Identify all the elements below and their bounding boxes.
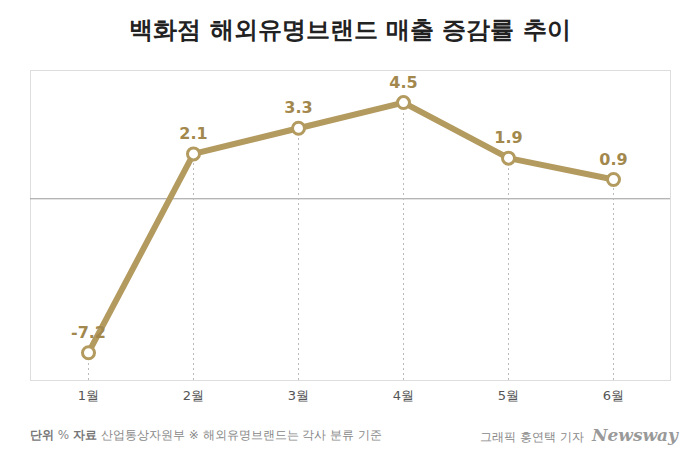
- html-text:백화점 해외유명브랜드 매출 증감률 추이: 백화점 해외유명브랜드 매출 증감률 추이: [129, 16, 571, 44]
- svg-text:3.3: 3.3: [284, 98, 312, 117]
- svg-text:0.9: 0.9: [599, 150, 627, 169]
- svg-text:6월: 6월: [603, 388, 624, 403]
- svg-text:4.5: 4.5: [389, 73, 417, 92]
- svg-text:1.9: 1.9: [494, 128, 522, 147]
- svg-text:-7.2: -7.2: [71, 323, 106, 342]
- html-text:단위 % 자료 산업통상자원부 ※ 해외유명브랜드는 각사: 단위 % 자료 산업통상자원부 ※ 해외유명브랜드는 각사 분류 기준: [30, 427, 382, 442]
- html-text:그래픽 홍연택 기자 Newsway: 그래픽 홍연택 기자 Newsway: [480, 424, 678, 445]
- svg-text:3월: 3월: [288, 388, 309, 403]
- svg-text:2월: 2월: [183, 388, 204, 403]
- svg-text:4월: 4월: [393, 388, 414, 403]
- svg-text:2.1: 2.1: [179, 124, 207, 143]
- svg-text:1월: 1월: [78, 388, 99, 403]
- svg-text:5월: 5월: [498, 388, 519, 403]
